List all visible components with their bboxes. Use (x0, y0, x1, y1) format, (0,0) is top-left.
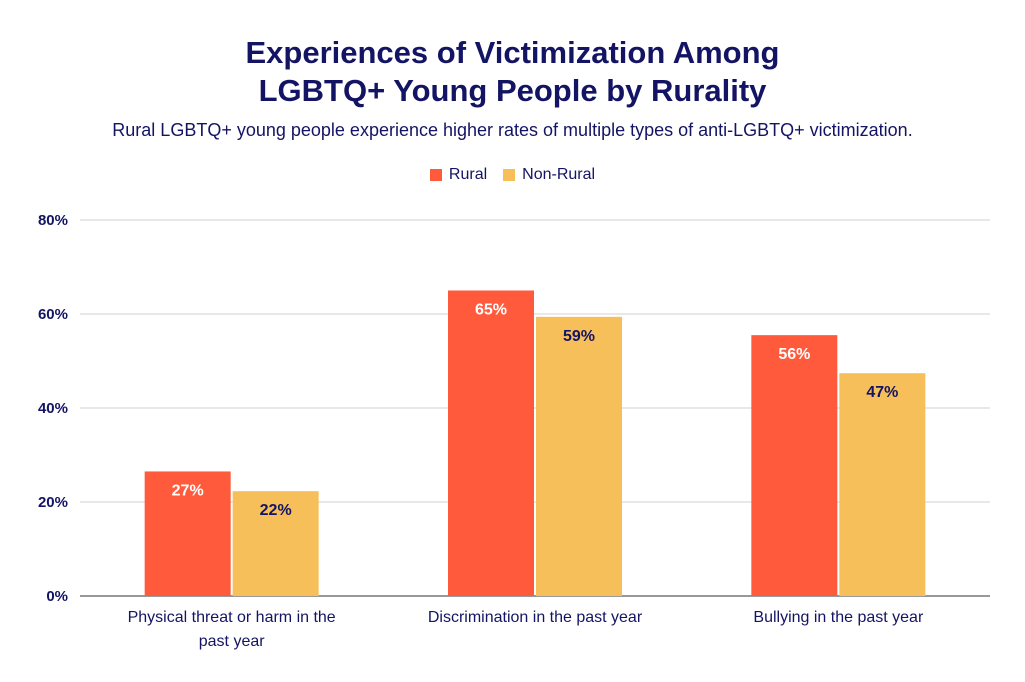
legend-item-rural: Rural (429, 166, 488, 184)
x-category-label: past year (199, 633, 265, 650)
data-label: 27% (172, 482, 204, 499)
data-label: 65% (475, 302, 507, 319)
data-label: 59% (563, 328, 595, 345)
legend-label-rural: Rural (448, 166, 488, 183)
y-tick-label: 60% (38, 306, 68, 323)
legend-item-non-rural: Non-Rural (503, 166, 595, 184)
x-category-label: Physical threat or harm in the (128, 609, 336, 626)
data-label: 56% (778, 346, 810, 363)
chart-title-line-2: LGBTQ+ Young People by Rurality (258, 73, 767, 108)
y-tick-label: 0% (46, 588, 68, 605)
chart-subtitle: Rural LGBTQ+ young people experience hig… (112, 120, 913, 140)
data-label: 22% (260, 502, 292, 519)
bar-non-rural (232, 491, 319, 596)
legend-label-non-rural: Non-Rural (522, 166, 596, 183)
bar-rural (448, 290, 534, 596)
bar-non-rural (839, 373, 926, 596)
legend-swatch-rural (429, 169, 442, 181)
x-category-label: Discrimination in the past year (428, 609, 643, 626)
bar-rural (144, 471, 231, 596)
legend-swatch-non-rural (503, 169, 516, 181)
bar-non-rural (536, 316, 622, 596)
y-tick-label: 40% (38, 400, 68, 417)
data-label: 47% (866, 384, 898, 401)
y-tick-label: 20% (38, 494, 68, 511)
y-tick-label: 80% (38, 212, 68, 229)
chart-title-line-1: Experiences of Victimization Among (245, 35, 780, 70)
chart-title: Experiences of Victimization Among LGBTQ… (0, 34, 1025, 110)
chart-legend: Rural Non-Rural (0, 166, 1025, 184)
x-category-label: Bullying in the past year (753, 609, 924, 626)
bar-rural (751, 335, 838, 596)
